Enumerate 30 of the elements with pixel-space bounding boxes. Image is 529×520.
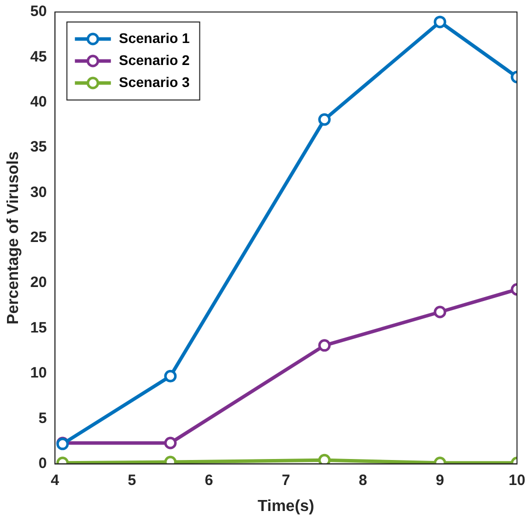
y-tick-label: 40 bbox=[30, 94, 47, 110]
point bbox=[434, 306, 446, 318]
y-tick-label: 10 bbox=[30, 364, 47, 382]
x-tick-label: 8 bbox=[358, 472, 368, 489]
y-tick-label: 0 bbox=[38, 454, 47, 472]
x-tick-label: 10 bbox=[508, 472, 526, 489]
y-tick-label: 25 bbox=[30, 229, 47, 246]
y-tick-label: 5 bbox=[38, 410, 47, 427]
y-tick-label: 35 bbox=[30, 138, 47, 156]
x-tick-label: 6 bbox=[204, 472, 214, 489]
point bbox=[318, 113, 331, 126]
legend-label: Scenario 2 bbox=[118, 52, 190, 68]
x-tick-label: 4 bbox=[50, 472, 60, 489]
x-tick-label: 7 bbox=[282, 472, 290, 489]
legend-label: Scenario 1 bbox=[118, 30, 190, 46]
y-tick-label: 30 bbox=[30, 184, 47, 201]
y-tick-label: 50 bbox=[30, 3, 47, 20]
x-tick-label: 9 bbox=[436, 472, 444, 489]
y-tick-label: 45 bbox=[30, 48, 47, 66]
x-tick-label: 5 bbox=[128, 472, 136, 489]
y-tick-label: 20 bbox=[30, 274, 47, 292]
legend-label: Scenario 3 bbox=[118, 74, 190, 90]
point bbox=[164, 436, 177, 450]
x-axis-title: Time(s) bbox=[258, 498, 314, 515]
y-axis-title: Percentage of Virusols bbox=[5, 151, 22, 324]
point bbox=[318, 339, 331, 352]
point bbox=[434, 16, 446, 28]
point bbox=[164, 370, 177, 382]
y-tick-label: 15 bbox=[30, 319, 47, 336]
point bbox=[318, 454, 331, 464]
